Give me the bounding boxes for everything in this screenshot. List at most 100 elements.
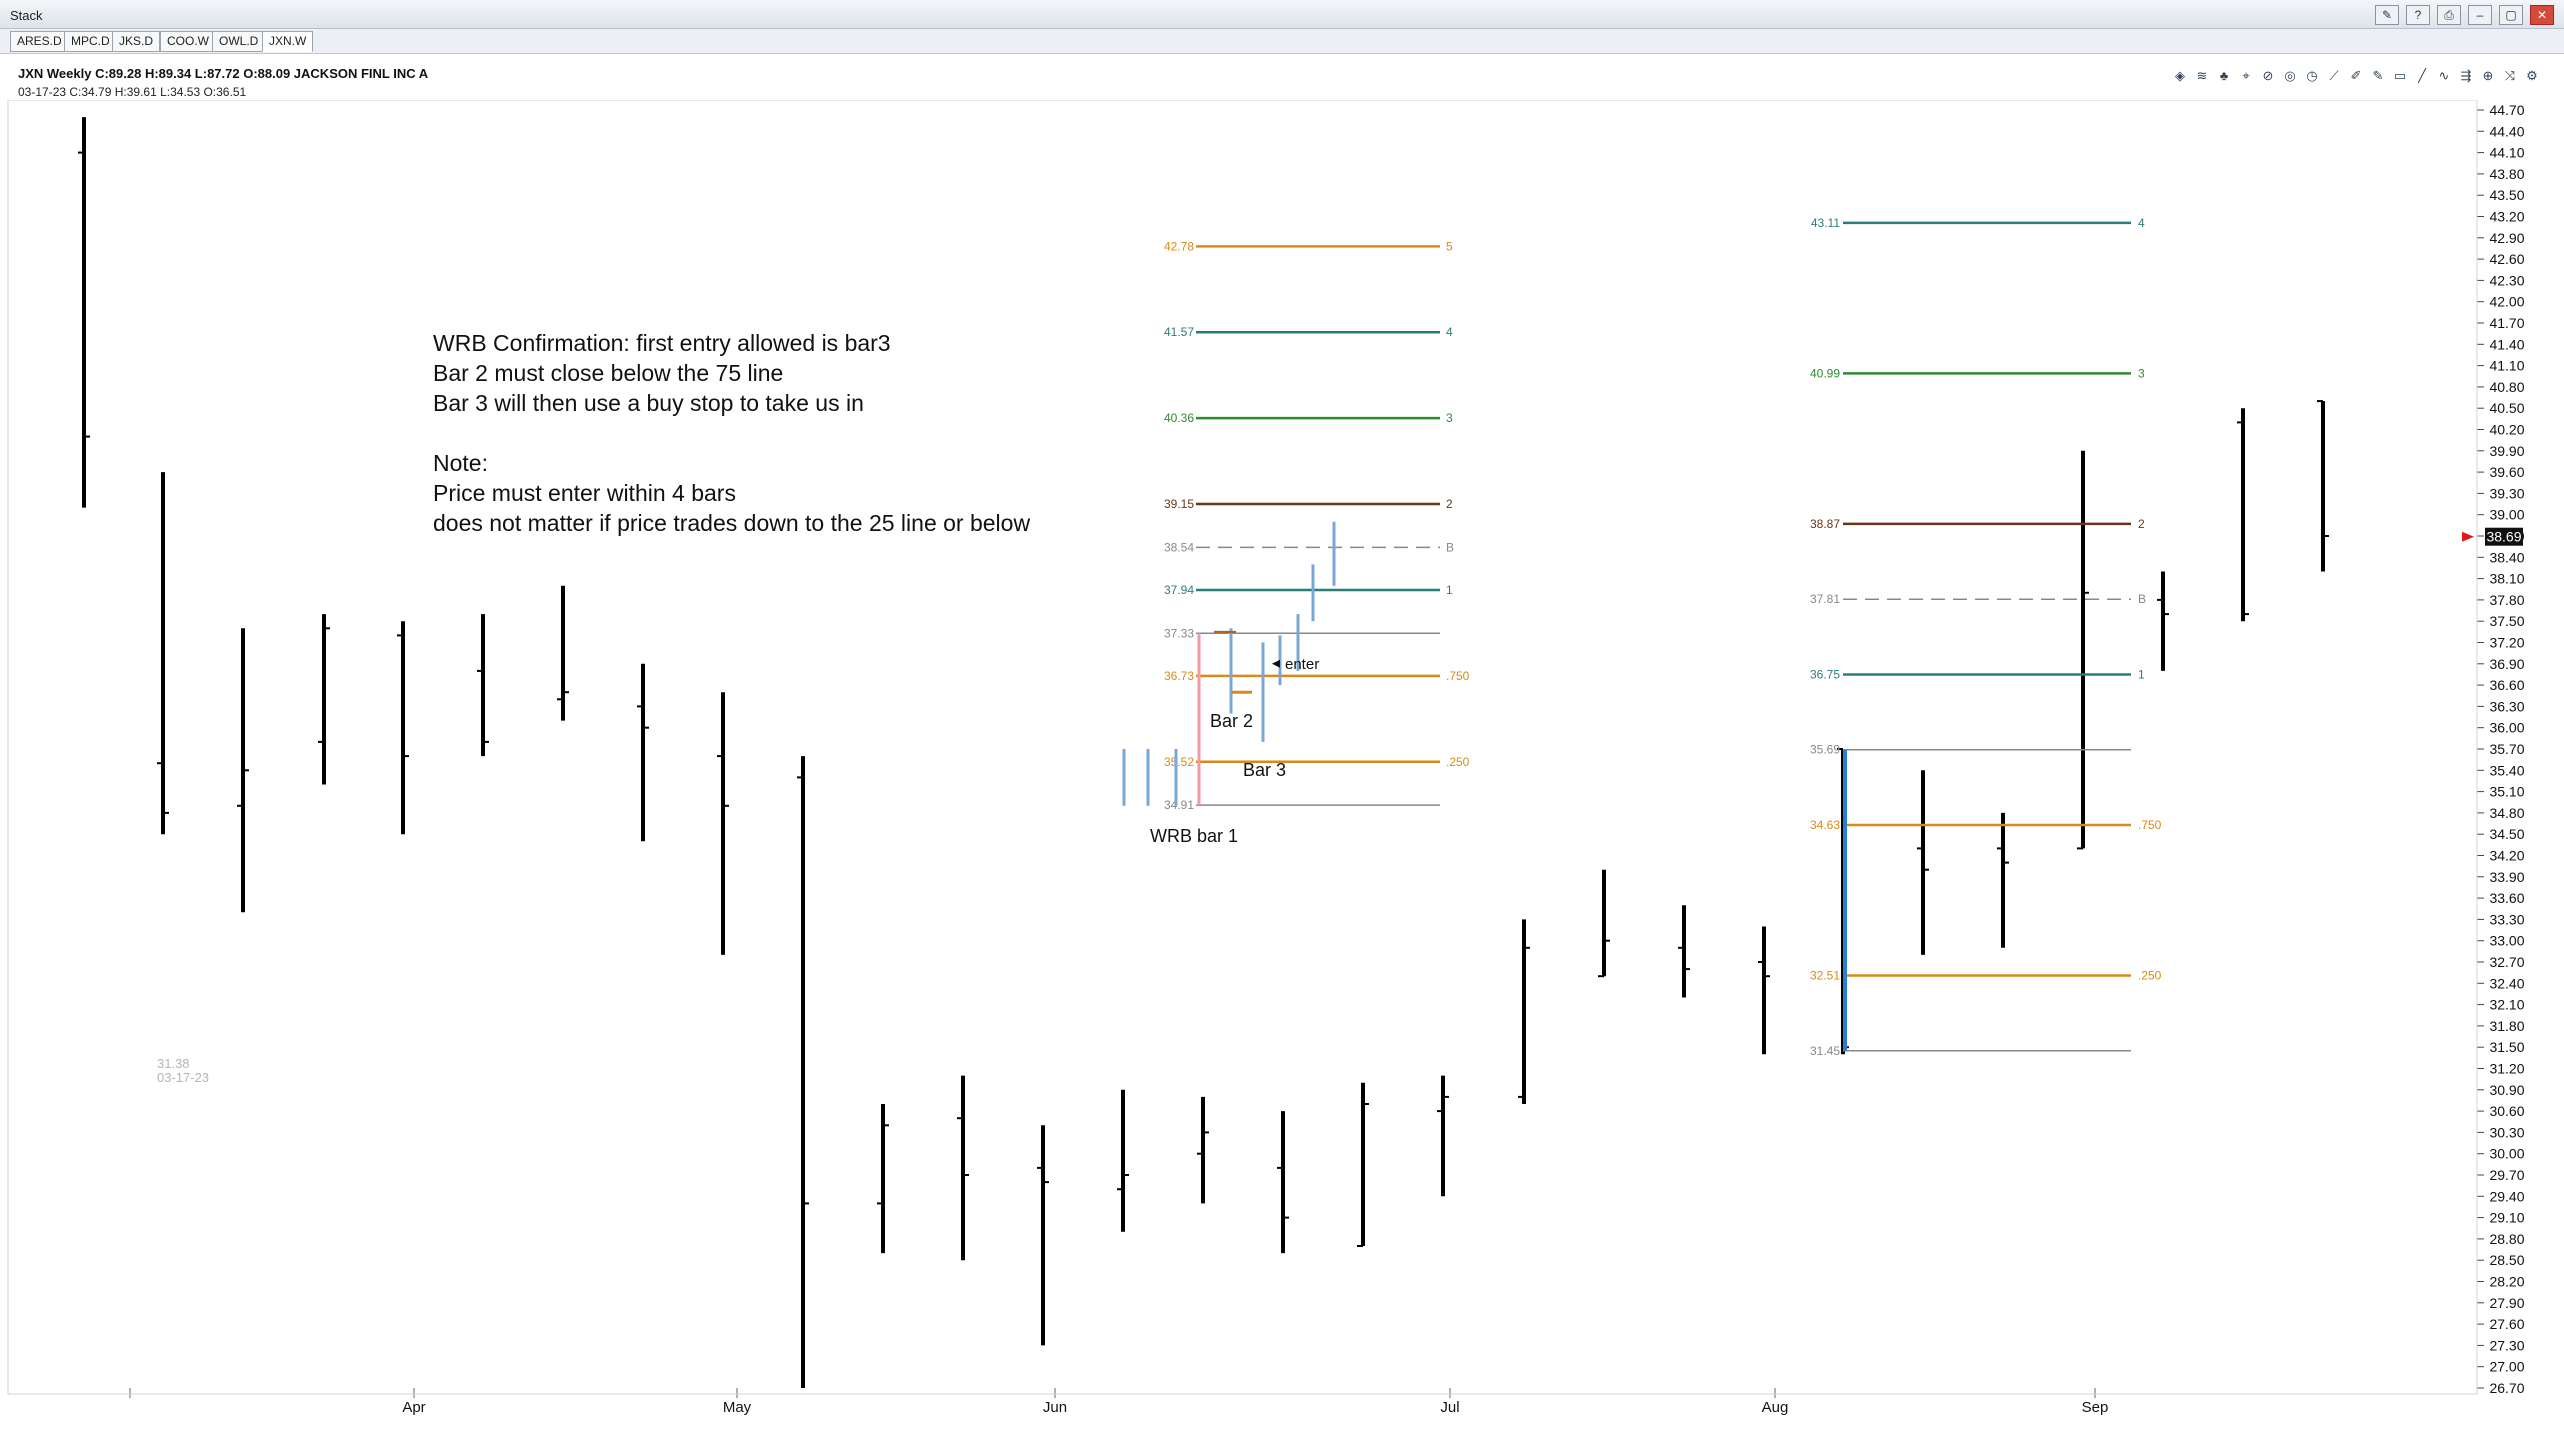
x-tick-label: Jun xyxy=(1043,1399,1067,1416)
fib-right-level-price: 34.63 xyxy=(1810,818,1840,832)
y-tick-label: 42.90 xyxy=(2489,230,2524,246)
bar-3-label: Bar 3 xyxy=(1243,760,1286,780)
fib-left-level-price: 36.73 xyxy=(1164,669,1194,683)
y-tick-label: 29.40 xyxy=(2489,1188,2524,1204)
fib-left-level-price: 38.54 xyxy=(1164,540,1194,554)
y-tick-label: 35.40 xyxy=(2489,762,2524,778)
tab-owl-d[interactable]: OWL.D xyxy=(212,31,266,52)
y-tick-label: 33.30 xyxy=(2489,911,2524,927)
pencil-icon[interactable]: ✎ xyxy=(2372,68,2384,83)
print-icon[interactable]: ⎙ xyxy=(2437,5,2461,25)
y-tick-label: 31.20 xyxy=(2489,1061,2524,1077)
settings-icon[interactable]: ⚙ xyxy=(2526,68,2538,83)
rectangle-icon[interactable]: ▭ xyxy=(2393,68,2407,83)
y-tick-label: 30.30 xyxy=(2489,1124,2524,1140)
annotation-line: Bar 3 will then use a buy stop to take u… xyxy=(433,390,864,416)
fib-right-level-price: 31.45 xyxy=(1810,1044,1840,1058)
y-tick-label: 43.80 xyxy=(2489,166,2524,182)
tab-jxn-w[interactable]: JXN.W xyxy=(262,31,314,52)
y-tick-label: 30.60 xyxy=(2489,1103,2524,1119)
fib-right-level-tag: B xyxy=(2138,592,2146,606)
gann-icon[interactable]: ⌖ xyxy=(2242,68,2250,83)
wave-icon[interactable]: ≋ xyxy=(2196,68,2208,83)
fib-right-level-price: 32.51 xyxy=(1810,968,1840,982)
fib-right-level-price: 40.99 xyxy=(1810,366,1840,380)
tab-mpc-d[interactable]: MPC.D xyxy=(64,31,117,52)
close-button[interactable]: ✕ xyxy=(2530,5,2554,25)
y-tick-label: 27.90 xyxy=(2489,1295,2524,1311)
fib-right-level-tag: 2 xyxy=(2138,517,2145,531)
tab-ares-d[interactable]: ARES.D xyxy=(10,31,69,52)
trendline-icon[interactable]: ╱ xyxy=(2418,68,2426,83)
ghost-price-label: 31.38 xyxy=(157,1056,190,1071)
fib-left-level-price: 40.36 xyxy=(1164,411,1194,425)
annotation-line: does not matter if price trades down to … xyxy=(433,510,1031,536)
y-tick-label: 33.00 xyxy=(2489,933,2524,949)
rays-icon[interactable]: ⇶ xyxy=(2460,68,2472,83)
y-tick-label: 41.40 xyxy=(2489,336,2524,352)
y-tick-label: 43.50 xyxy=(2489,187,2524,203)
y-tick-label: 26.70 xyxy=(2489,1380,2524,1396)
help-icon[interactable]: ? xyxy=(2406,5,2430,25)
x-tick-label: Sep xyxy=(2082,1399,2109,1416)
fib-left-level-tag: 2 xyxy=(1446,497,1453,511)
fib-right-level-price: 37.81 xyxy=(1810,592,1840,606)
y-tick-label: 36.00 xyxy=(2489,720,2524,736)
y-tick-label: 38.10 xyxy=(2489,571,2524,587)
tab-coo-w[interactable]: COO.W xyxy=(160,31,216,52)
annotation-line: Note: xyxy=(433,450,488,476)
pin-icon[interactable]: ✎ xyxy=(2375,5,2399,25)
annotation-line: Price must enter within 4 bars xyxy=(433,480,736,506)
y-tick-label: 39.90 xyxy=(2489,443,2524,459)
fib-left-level-price: 35.52 xyxy=(1164,755,1194,769)
y-tick-label: 28.20 xyxy=(2489,1274,2524,1290)
fib-left-level-price: 37.94 xyxy=(1164,583,1194,597)
maximize-button[interactable]: ▢ xyxy=(2499,5,2523,25)
fib-left-level-tag: 5 xyxy=(1446,239,1453,253)
y-tick-label: 39.30 xyxy=(2489,485,2524,501)
fib-left-level-price: 42.78 xyxy=(1164,239,1194,253)
tree-icon[interactable]: ♣ xyxy=(2219,68,2229,83)
y-tick-label: 31.50 xyxy=(2489,1039,2524,1055)
y-tick-label: 39.00 xyxy=(2489,507,2524,523)
window-title: Stack xyxy=(10,8,43,23)
fib-right-level-tag: .750 xyxy=(2138,818,2162,832)
y-tick-label: 44.10 xyxy=(2489,145,2524,161)
tab-jks-d[interactable]: JKS.D xyxy=(112,31,161,52)
last-price-badge xyxy=(2485,527,2523,546)
bar-2-label: Bar 2 xyxy=(1210,711,1253,731)
circle-target-icon[interactable]: ⊘ xyxy=(2262,68,2274,83)
y-tick-label: 39.60 xyxy=(2489,464,2524,480)
y-tick-label: 40.80 xyxy=(2489,379,2524,395)
y-tick-label: 32.10 xyxy=(2489,997,2524,1013)
target-icon[interactable]: ⊕ xyxy=(2482,68,2494,83)
drawing-toolbar: ◈ ≋ ♣ ⌖ ⊘ ◎ ◷ ⟋ ✐ ✎ ▭ ╱ ∿ ⇶ ⊕ ⤨ ⚙ xyxy=(2172,66,2540,86)
fan-icon[interactable]: ⟋ xyxy=(2329,68,2339,83)
clock-icon[interactable]: ◷ xyxy=(2306,68,2318,83)
minimize-button[interactable]: – xyxy=(2468,5,2492,25)
ghost-date-label: 03-17-23 xyxy=(157,1070,209,1085)
layers-icon[interactable]: ◈ xyxy=(2175,68,2185,83)
shuffle-icon[interactable]: ⤨ xyxy=(2504,68,2516,83)
price-chart[interactable]: 44.70 44.40 44.10 43.80 43.50 43.20 42.90 42.60… xyxy=(0,100,2564,1444)
y-tick-label: 42.30 xyxy=(2489,272,2524,288)
pencil-lines-icon[interactable]: ✐ xyxy=(2350,68,2362,83)
y-tick-label: 29.70 xyxy=(2489,1167,2524,1183)
y-tick-label: 42.00 xyxy=(2489,294,2524,310)
y-tick-label: 36.30 xyxy=(2489,698,2524,714)
title-bar: Stack ✎ ? ⎙ – ▢ ✕ xyxy=(0,0,2564,29)
fib-right-level-tag: 4 xyxy=(2138,216,2145,230)
last-price-arrow-icon xyxy=(2462,531,2474,542)
fib-left-level-tag: 4 xyxy=(1446,325,1453,339)
last-price-label: 38.69 xyxy=(2486,529,2521,545)
fib-circle-icon[interactable]: ◎ xyxy=(2284,68,2296,83)
fib-right-level-tag: 1 xyxy=(2138,667,2145,681)
fib-right-level-price: 36.75 xyxy=(1810,667,1840,681)
fib-left-level-price: 41.57 xyxy=(1164,325,1194,339)
wave-line-icon[interactable]: ∿ xyxy=(2438,68,2450,83)
y-tick-label: 30.00 xyxy=(2489,1146,2524,1162)
y-tick-label: 27.30 xyxy=(2489,1337,2524,1353)
y-tick-label: 34.80 xyxy=(2489,805,2524,821)
fib-left-level-tag: 1 xyxy=(1446,583,1453,597)
